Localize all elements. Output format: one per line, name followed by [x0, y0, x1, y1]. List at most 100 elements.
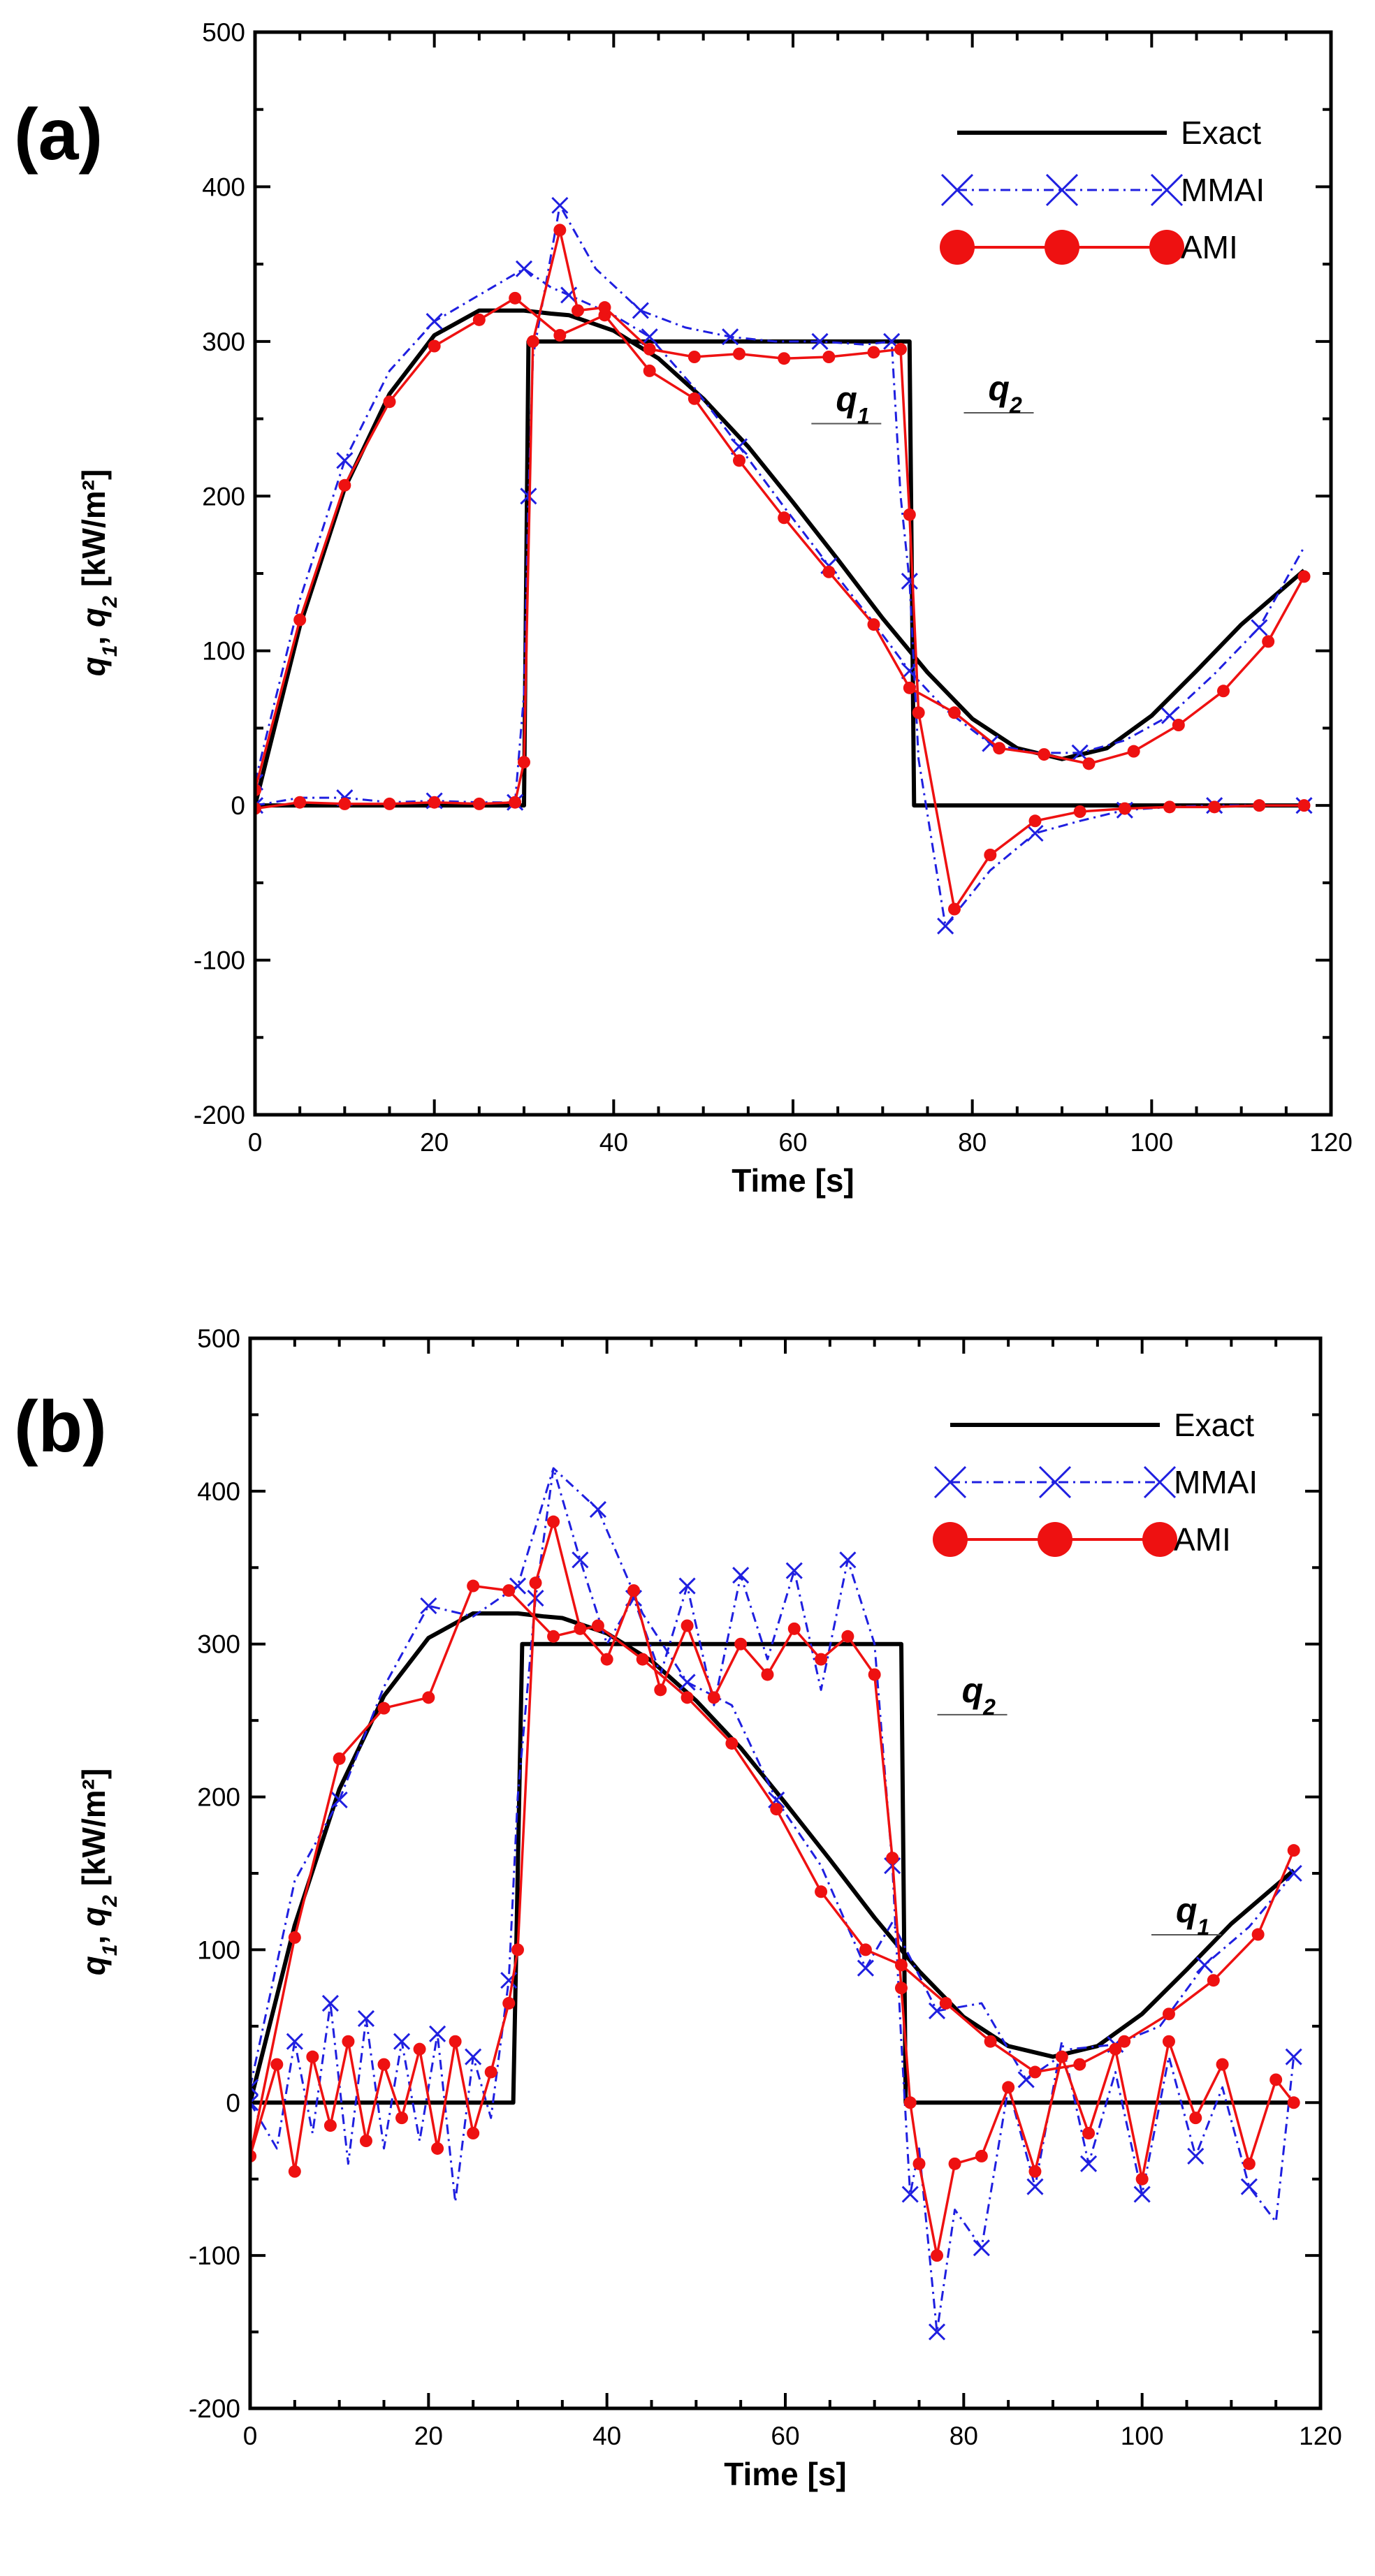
legend-marker: [1142, 1522, 1177, 1557]
ami-marker: [598, 301, 611, 314]
ami-marker: [1055, 2050, 1068, 2063]
mmai-marker: [901, 2186, 919, 2203]
y-axis-title-part: ,: [75, 1926, 112, 1945]
mmai-marker: [1026, 2178, 1044, 2195]
x-tick-label: 120: [1299, 2422, 1342, 2450]
mmai-marker: [678, 1577, 696, 1595]
y-tick-label: -100: [189, 2241, 240, 2270]
annotation-text: q1: [1176, 1891, 1209, 1940]
annotation-q2: q2: [937, 1671, 1007, 1720]
ami-marker: [643, 342, 656, 356]
annotation-q1: q1: [811, 380, 882, 429]
ami-marker: [984, 2035, 997, 2048]
y-tick-label: -200: [194, 1101, 245, 1129]
ami-marker: [547, 1630, 560, 1643]
mmai-marker: [811, 332, 829, 350]
panel-label: (b): [14, 1386, 107, 1468]
legend-item-ami: AMI: [933, 1521, 1231, 1558]
ami-marker: [894, 1959, 908, 1972]
ami-marker: [518, 756, 530, 769]
mmai-marker: [785, 1562, 803, 1579]
annotation-q1: q1: [1151, 1891, 1221, 1940]
x-tick-label: 40: [599, 1128, 628, 1157]
mmai-marker: [551, 196, 569, 214]
ami-marker: [815, 1885, 828, 1898]
ami-marker: [1038, 748, 1051, 761]
ami-marker: [1208, 800, 1221, 814]
ami-marker: [338, 478, 351, 492]
plot-area: [255, 196, 1313, 935]
mmai-marker: [732, 1567, 750, 1584]
legend-marker: [1045, 230, 1079, 265]
legend-label: AMI: [1174, 1521, 1231, 1558]
y-axis-title: q1, q2 [kW/m²]: [75, 1769, 122, 1976]
x-tick-label: 0: [243, 2422, 258, 2450]
ami-marker: [1253, 799, 1266, 812]
legend-marker: [940, 230, 975, 265]
ami-marker: [984, 849, 997, 861]
ami-marker: [323, 2119, 337, 2132]
ami-marker: [467, 1579, 480, 1593]
mmai-marker: [632, 302, 649, 319]
ami-marker: [822, 565, 836, 578]
ami-marker: [643, 364, 656, 377]
y-tick-label: 100: [202, 637, 245, 666]
ami-marker: [1287, 1844, 1300, 1857]
mmai-marker: [641, 328, 658, 346]
y-tick-label: -100: [194, 946, 245, 975]
mmai-marker: [678, 1674, 696, 1691]
ami-marker: [1262, 635, 1275, 648]
ami-marker: [1073, 2058, 1086, 2071]
ami-marker: [948, 706, 961, 719]
ami-marker: [681, 1691, 694, 1704]
ami-marker: [511, 1943, 524, 1956]
ami-marker: [1217, 685, 1230, 698]
ami-marker: [422, 1691, 435, 1704]
panel-label: (a): [14, 94, 103, 175]
mmai-marker: [321, 1994, 339, 2012]
ami-marker: [1127, 745, 1140, 758]
ami-marker: [553, 329, 567, 342]
x-tick-label: 0: [248, 1128, 263, 1157]
ami-marker: [1073, 805, 1086, 818]
panel-a: (a) -200 -100 0 100 200 300 400 500 0 20 40 60 80 100 1…: [14, 18, 1353, 1199]
ami-marker: [903, 2096, 917, 2109]
ami-marker: [288, 2165, 301, 2178]
ami-marker: [1109, 2042, 1122, 2056]
mmai-marker: [857, 1959, 874, 1977]
ami-marker: [431, 2142, 444, 2155]
legend-item-exact: Exact: [950, 1407, 1254, 1443]
mmai-marker: [768, 1791, 785, 1809]
ami-marker: [484, 2065, 497, 2079]
ami-marker: [931, 2249, 944, 2262]
mmai-marker: [465, 2048, 482, 2065]
ami-marker: [428, 339, 441, 353]
ami-marker: [1082, 757, 1096, 770]
mmai-marker: [973, 2239, 990, 2257]
ami-marker: [1118, 802, 1131, 815]
annotation-text: q2: [962, 1671, 996, 1720]
series-exact-q2-line: [255, 339, 1304, 808]
ami-marker: [815, 1653, 828, 1666]
annotation-text: q2: [989, 369, 1023, 418]
y-tick-label: 200: [197, 1783, 240, 1812]
ami-marker: [787, 1622, 801, 1635]
ami-marker: [1162, 2007, 1175, 2021]
ami-marker: [1242, 2157, 1256, 2170]
mmai-marker: [1251, 619, 1268, 636]
mmai-marker: [336, 452, 354, 469]
ami-marker: [948, 902, 961, 916]
ami-marker: [509, 796, 522, 809]
ami-marker: [993, 742, 1006, 755]
mmai-marker: [1133, 2186, 1151, 2203]
ami-marker: [886, 1852, 899, 1865]
x-tick-label: 120: [1309, 1128, 1353, 1157]
mmai-marker: [1285, 1864, 1302, 1882]
ami-marker: [654, 1683, 667, 1697]
y-tick-label: 200: [202, 482, 245, 511]
ami-marker: [509, 291, 522, 305]
y-tick-label: 100: [197, 1935, 240, 1964]
ami-marker: [377, 2058, 391, 2071]
y-tick-label: 500: [202, 18, 245, 47]
